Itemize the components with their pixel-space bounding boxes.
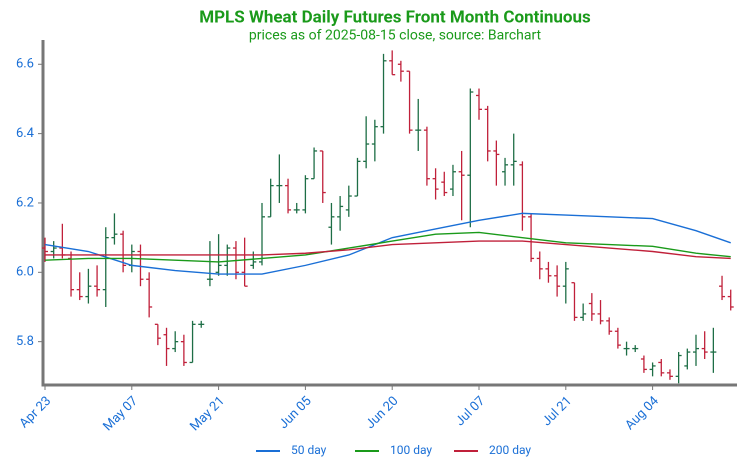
- x-tick-label: Aug 04: [622, 393, 662, 433]
- y-tick-label: 6.4: [16, 126, 35, 141]
- legend-label: 200 day: [489, 443, 531, 457]
- moving-average-line: [44, 231, 731, 263]
- x-tick-label: May 21: [187, 394, 228, 435]
- chart-subtitle: prices as of 2025-08-15 close, source: B…: [249, 28, 542, 44]
- x-tick-label: Jun 20: [363, 394, 401, 432]
- legend-label: 50 day: [291, 443, 327, 457]
- y-tick-label: 6.6: [16, 57, 34, 72]
- x-tick-label: Apr 23: [17, 394, 54, 431]
- y-tick-label: 6.2: [16, 195, 34, 210]
- legend-label: 100 day: [390, 443, 432, 457]
- moving-average-line: [45, 240, 731, 260]
- x-tick-label: Jul 07: [453, 394, 489, 430]
- x-tick-label: Jun 05: [276, 394, 314, 432]
- x-tick-label: May 07: [101, 394, 142, 435]
- y-tick-label: 6.0: [16, 265, 34, 280]
- y-tick-label: 5.8: [16, 334, 34, 349]
- chart-title: MPLS Wheat Daily Futures Front Month Con…: [199, 7, 591, 27]
- moving-average-line: [44, 212, 731, 275]
- x-tick-label: Jul 21: [539, 394, 575, 430]
